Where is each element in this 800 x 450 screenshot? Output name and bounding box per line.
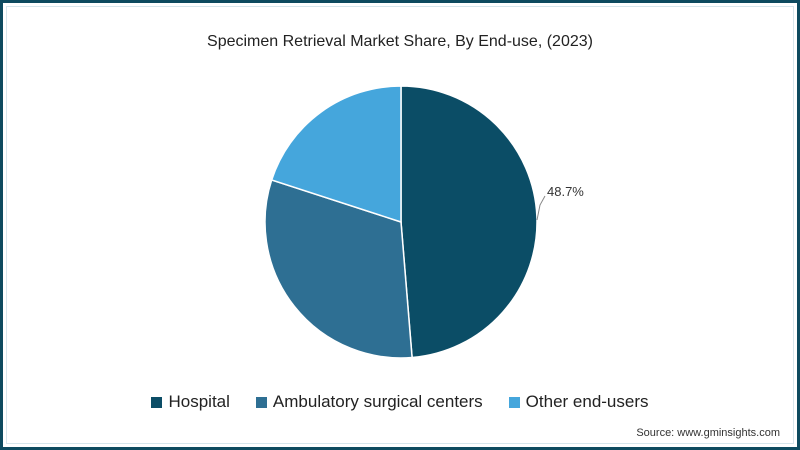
pie-slice-hospital[interactable]	[400, 85, 538, 359]
frame-inner-border	[6, 6, 794, 444]
pie-slices	[264, 85, 538, 359]
legend-swatch-other	[508, 396, 520, 408]
legend-label: Hospital	[168, 392, 230, 411]
legend: Hospital Ambulatory surgical centers Oth…	[0, 392, 800, 412]
legend-swatch-hospital	[151, 396, 163, 408]
source-note: Source: www.gminsights.com	[636, 427, 780, 439]
callout-leader-line	[536, 195, 546, 221]
legend-label: Ambulatory surgical centers	[272, 392, 483, 411]
pie-slice-other[interactable]	[270, 85, 402, 224]
legend-label: Other end-users	[525, 392, 649, 411]
hospital-data-label: 48.7%	[547, 184, 584, 199]
legend-item-hospital[interactable]: Hospital	[151, 392, 230, 412]
pie-slice-ambulatory[interactable]	[264, 179, 413, 359]
legend-item-other[interactable]: Other end-users	[508, 392, 649, 412]
legend-swatch-ambulatory	[255, 396, 267, 408]
legend-item-ambulatory[interactable]: Ambulatory surgical centers	[255, 392, 483, 412]
chart-title: Specimen Retrieval Market Share, By End-…	[207, 33, 593, 50]
